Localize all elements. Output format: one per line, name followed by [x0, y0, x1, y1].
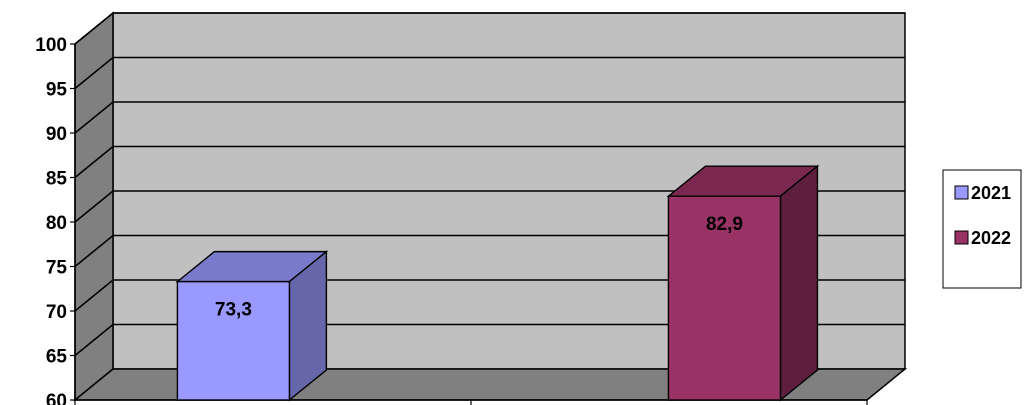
gridline [74, 145, 905, 179]
bar-2022 [666, 164, 820, 402]
data-label-2022: 82,9 [706, 214, 743, 235]
y-tick-label: 65 [46, 347, 68, 368]
y-tick-label: 95 [46, 80, 68, 101]
y-tick-label: 70 [46, 302, 67, 323]
gridline [74, 56, 905, 90]
bar-front [667, 195, 782, 401]
gridline [74, 101, 905, 134]
legend-swatch [954, 185, 969, 200]
bar-side [779, 164, 819, 402]
gridline [74, 323, 905, 357]
gridlines [74, 12, 905, 357]
data-label-2021: 73,3 [215, 300, 252, 321]
bar-front [176, 280, 291, 401]
data-labels: 73,3 82,9 [215, 214, 743, 320]
y-tick-label: 85 [46, 169, 68, 190]
y-tick-label: 80 [46, 213, 67, 234]
gridline [74, 234, 905, 268]
legend-label: 2021 [971, 183, 1011, 203]
legend: 2021 2022 [942, 169, 1022, 289]
legend-label: 2022 [971, 228, 1011, 248]
bar-2021 [175, 250, 329, 402]
gridline [74, 12, 905, 45]
y-tick-label: 100 [35, 35, 67, 56]
y-tick-label: 75 [46, 258, 68, 279]
legend-swatch [954, 230, 969, 245]
y-tick-label: 60 [46, 391, 67, 405]
bars [175, 164, 820, 402]
gridline [74, 190, 905, 223]
gridline [74, 279, 905, 312]
y-tick-label: 90 [46, 124, 67, 145]
